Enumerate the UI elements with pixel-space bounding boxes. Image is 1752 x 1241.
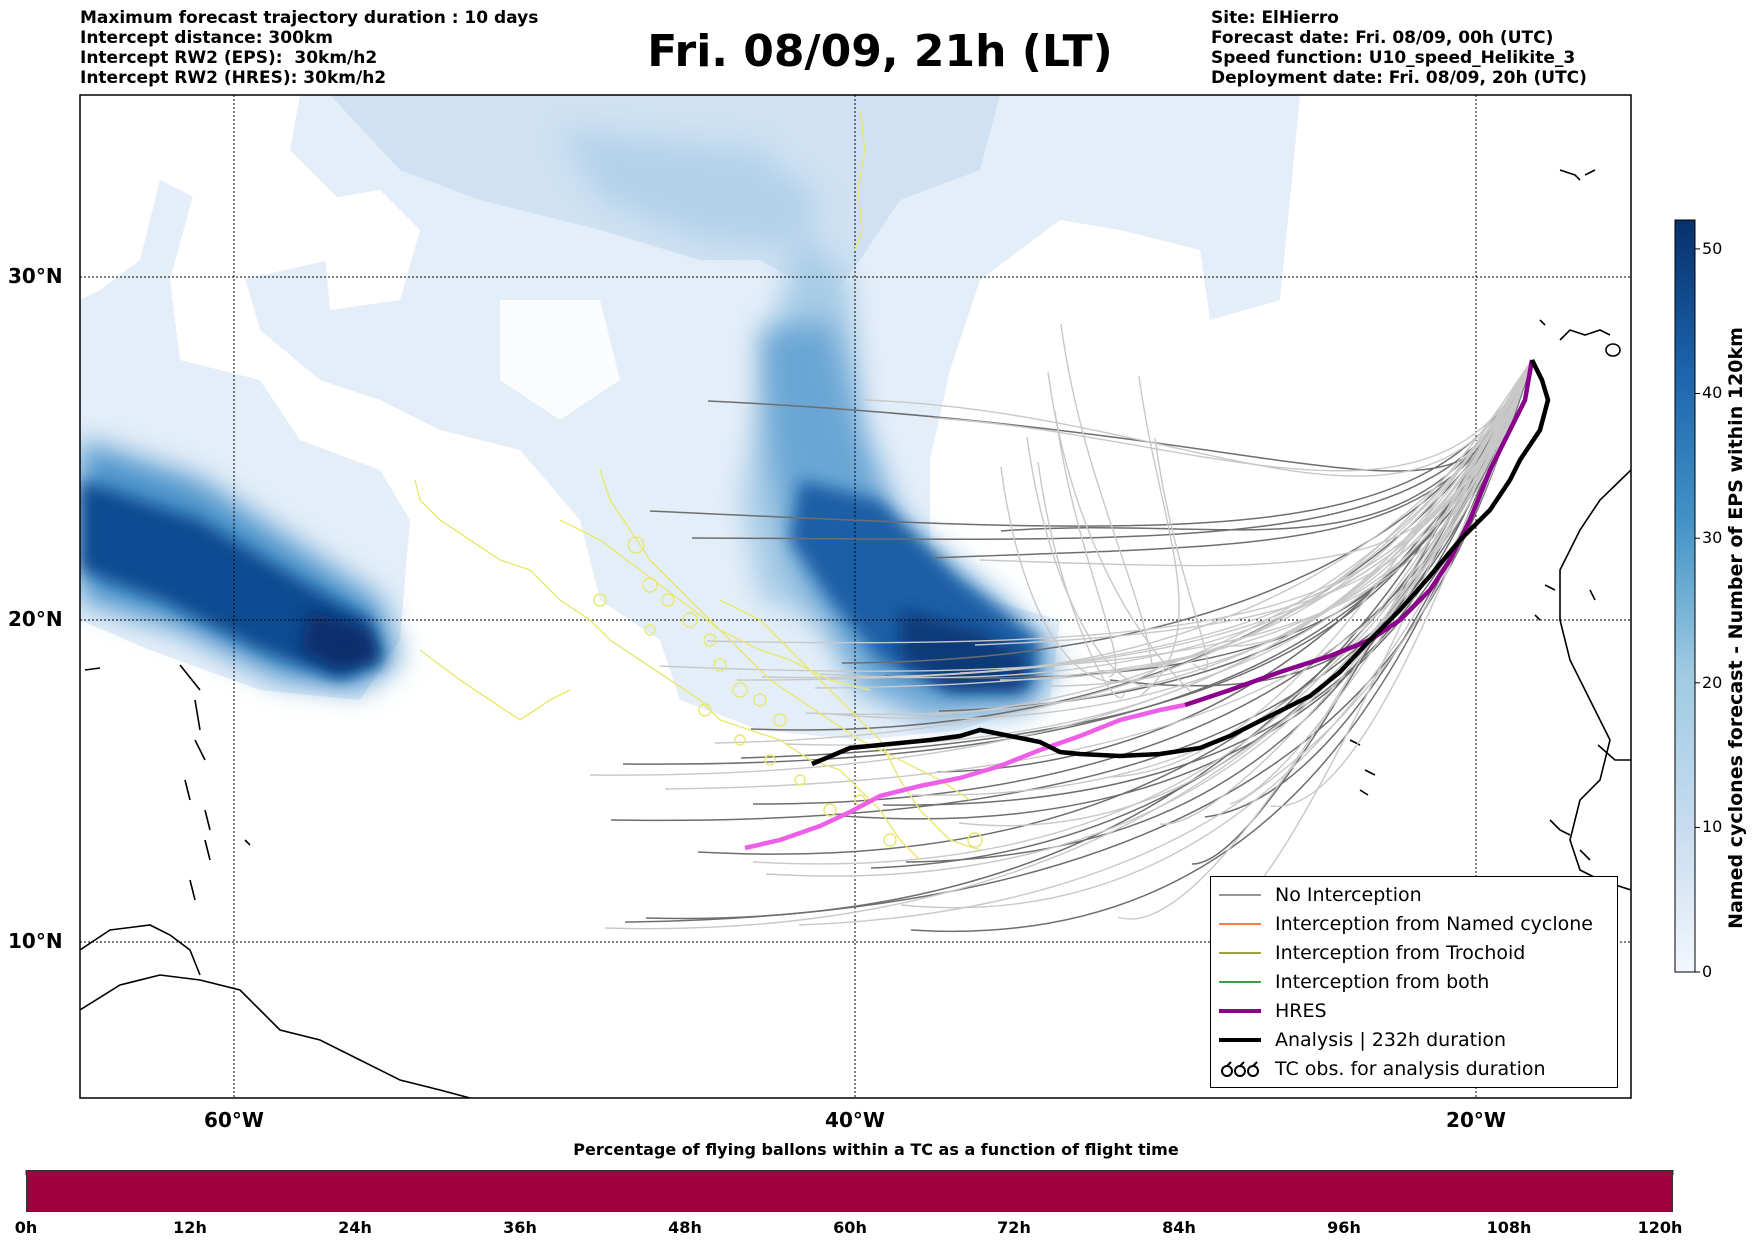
bottom-bar-title: Percentage of flying ballons within a TC… (573, 1140, 1179, 1159)
legend-label: Interception from Trochoid (1275, 942, 1526, 964)
ensemble-trajectory (974, 359, 1533, 646)
legend-item-both: Interception from both (1211, 968, 1617, 996)
bottom-tick-label: 108h (1486, 1218, 1532, 1237)
legend-item-tc-obs: TC obs. for analysis duration (1211, 1055, 1617, 1083)
colorbar-ticks (1695, 248, 1700, 973)
legend-line-icon (1219, 1038, 1261, 1042)
lat-label: 30°N (8, 264, 63, 288)
bottom-tick-label: 120h (1637, 1218, 1683, 1237)
ensemble-trajectory (1154, 437, 1209, 671)
ensemble-trajectory (1159, 359, 1533, 825)
header-right: Site: ElHierro Forecast date: Fri. 08/09… (1211, 8, 1587, 88)
legend-item-no-interception: No Interception (1211, 881, 1617, 909)
lon-label: 20°W (1446, 1108, 1506, 1132)
header-left-line: Maximum forecast trajectory duration : 1… (80, 8, 539, 28)
bottom-tick-label: 60h (833, 1218, 867, 1237)
bottom-tick-label: 48h (668, 1218, 702, 1237)
legend-item-named-cyclone: Interception from Named cyclone (1211, 910, 1617, 938)
legend-item-trochoid: Interception from Trochoid (1211, 939, 1617, 967)
legend-label: HRES (1275, 1000, 1327, 1022)
map-legend: No Interception Interception from Named … (1210, 876, 1618, 1088)
legend-line-icon (1219, 894, 1261, 896)
bottom-tick-label: 84h (1162, 1218, 1196, 1237)
colorbar-tick-label: 40 (1702, 383, 1723, 402)
colorbar-tick-label: 20 (1702, 673, 1723, 692)
bottom-tick-label: 72h (997, 1218, 1031, 1237)
bottom-tick-label: 36h (503, 1218, 537, 1237)
hres-trajectory (744, 702, 1186, 851)
ensemble-trajectory (1037, 461, 1125, 699)
legend-line-icon (1219, 1009, 1261, 1013)
ensemble-trajectory (830, 359, 1533, 720)
ensemble-trajectory (1108, 359, 1533, 778)
ensemble-trajectory (784, 359, 1533, 746)
colorbar-tick-label: 50 (1702, 239, 1723, 258)
colorbar-label: Named cyclones forecast - Number of EPS … (1725, 327, 1747, 929)
header-right-line: Forecast date: Fri. 08/09, 00h (UTC) (1211, 28, 1554, 48)
ensemble-trajectory (752, 359, 1533, 865)
bottom-tick-label: 12h (173, 1218, 207, 1237)
hres-trajectory (1184, 359, 1535, 708)
legend-item-analysis: Analysis | 232h duration (1211, 1026, 1617, 1054)
legend-label: Analysis | 232h duration (1275, 1029, 1507, 1051)
colorbar (1674, 219, 1696, 973)
flight-time-bar (26, 1170, 1673, 1212)
cyclone-density-field (80, 95, 1300, 740)
legend-label: TC obs. for analysis duration (1275, 1058, 1546, 1080)
lat-label: 10°N (8, 929, 63, 953)
legend-label: Interception from Named cyclone (1275, 913, 1593, 935)
ensemble-trajectory (1099, 359, 1533, 672)
legend-line-icon (1219, 952, 1261, 954)
page-title: Fri. 08/09, 21h (LT) (647, 26, 1113, 77)
colorbar-tick-label: 30 (1702, 528, 1723, 547)
ensemble-trajectory (819, 359, 1533, 679)
ensemble-trajectory (765, 359, 1533, 877)
header-left-line: Intercept distance: 300km (80, 28, 333, 48)
header-left: Maximum forecast trajectory duration : 1… (80, 8, 538, 88)
legend-line-icon (1219, 923, 1261, 925)
bottom-tick-label: 96h (1327, 1218, 1361, 1237)
lon-label: 60°W (204, 1108, 264, 1132)
map-frame (79, 94, 1632, 1099)
ensemble-trajectory (1137, 375, 1180, 699)
coastlines (80, 169, 1631, 1098)
ensemble-trajectory (706, 359, 1533, 644)
header-right-line: Site: ElHierro (1211, 8, 1339, 28)
lon-label: 40°W (825, 1108, 885, 1132)
lat-label: 20°N (8, 607, 63, 631)
header-left-line: Intercept RW2 (HRES): 30km/h2 (80, 68, 387, 88)
ensemble-trajectory (659, 359, 1533, 672)
map-area (80, 95, 1631, 1098)
legend-item-hres: HRES (1211, 997, 1617, 1025)
header-right-line: Speed function: U10_speed_Helikite_3 (1211, 48, 1576, 68)
ensemble-trajectory (1026, 436, 1158, 687)
bottom-tick-label: 0h (14, 1218, 38, 1237)
legend-label: No Interception (1275, 884, 1422, 906)
ensemble-trajectory (589, 359, 1533, 776)
ensemble-trajectory (933, 359, 1533, 472)
legend-line-icon (1219, 981, 1261, 983)
analysis-trajectory (811, 358, 1551, 767)
ensemble-trajectory (1054, 410, 1117, 678)
ensemble-trajectory (1000, 466, 1163, 684)
header-right-line: Deployment date: Fri. 08/09, 20h (UTC) (1211, 68, 1587, 88)
ensemble-trajectory (910, 359, 1533, 933)
colorbar-tick-label: 10 (1702, 817, 1723, 836)
colorbar-tick-label: 0 (1702, 962, 1713, 981)
legend-label: Interception from both (1275, 971, 1490, 993)
ensemble-trajectory (1060, 323, 1153, 665)
header-left-line: Intercept RW2 (EPS): 30km/h2 (80, 48, 378, 68)
tc-obs-icon (1221, 1061, 1259, 1077)
bottom-tick-label: 24h (338, 1218, 372, 1237)
